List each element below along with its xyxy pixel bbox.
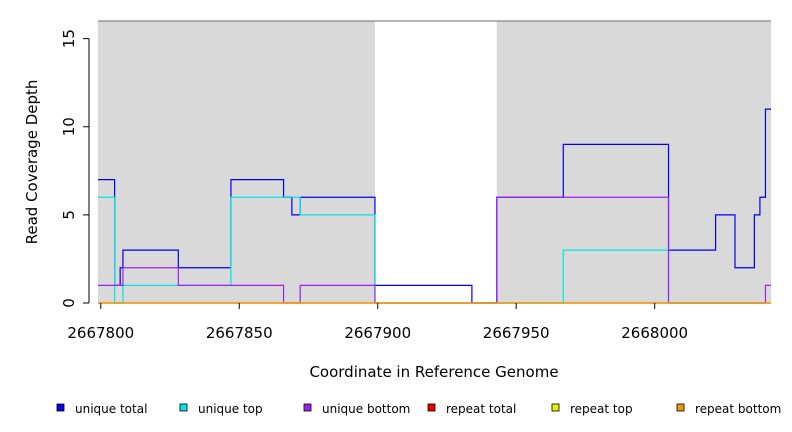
legend-swatch [303,403,312,412]
legend: unique total unique top unique bottom repea… [56,402,781,416]
legend-swatch [179,403,188,412]
legend-item-unique-top: unique top [179,402,263,416]
x-tick-label: 2667950 [483,324,550,342]
x-tick-label: 2668000 [621,324,688,342]
series-lines [98,108,771,304]
shaded-region-2 [496,21,771,303]
legend-label: repeat total [446,402,516,416]
y-tick-label: 10 [60,117,78,136]
legend-item-repeat-total: repeat total [427,402,516,416]
legend-label: repeat top [570,402,633,416]
legend-label: unique total [75,402,147,416]
shaded-region-1 [98,21,375,303]
x-tick-label: 2667800 [67,324,134,342]
legend-item-unique-total: unique total [56,402,147,416]
x-axis: 2667800 2667850 2667900 2667950 2668000 [67,303,688,342]
x-axis-title: Coordinate in Reference Genome [309,363,558,381]
y-tick-label: 0 [60,298,78,308]
x-tick-label: 2667850 [206,324,273,342]
legend-item-unique-bottom: unique bottom [303,402,410,416]
y-tick-label: 5 [60,210,78,220]
legend-swatch [56,403,65,412]
y-axis: 0 5 10 15 [60,29,90,308]
shaded-regions [98,21,771,303]
legend-swatch [551,403,560,412]
legend-label: unique bottom [322,402,410,416]
series-line-unique-total [98,108,771,304]
legend-item-repeat-top: repeat top [551,402,633,416]
x-tick-label: 2667900 [344,324,411,342]
legend-swatch [676,403,685,412]
y-tick-label: 15 [60,29,78,48]
legend-item-repeat-bottom: repeat bottom [676,402,781,416]
legend-label: unique top [198,402,263,416]
legend-swatch [427,403,436,412]
y-axis-title: Read Coverage Depth [23,80,41,245]
legend-label: repeat bottom [695,402,781,416]
